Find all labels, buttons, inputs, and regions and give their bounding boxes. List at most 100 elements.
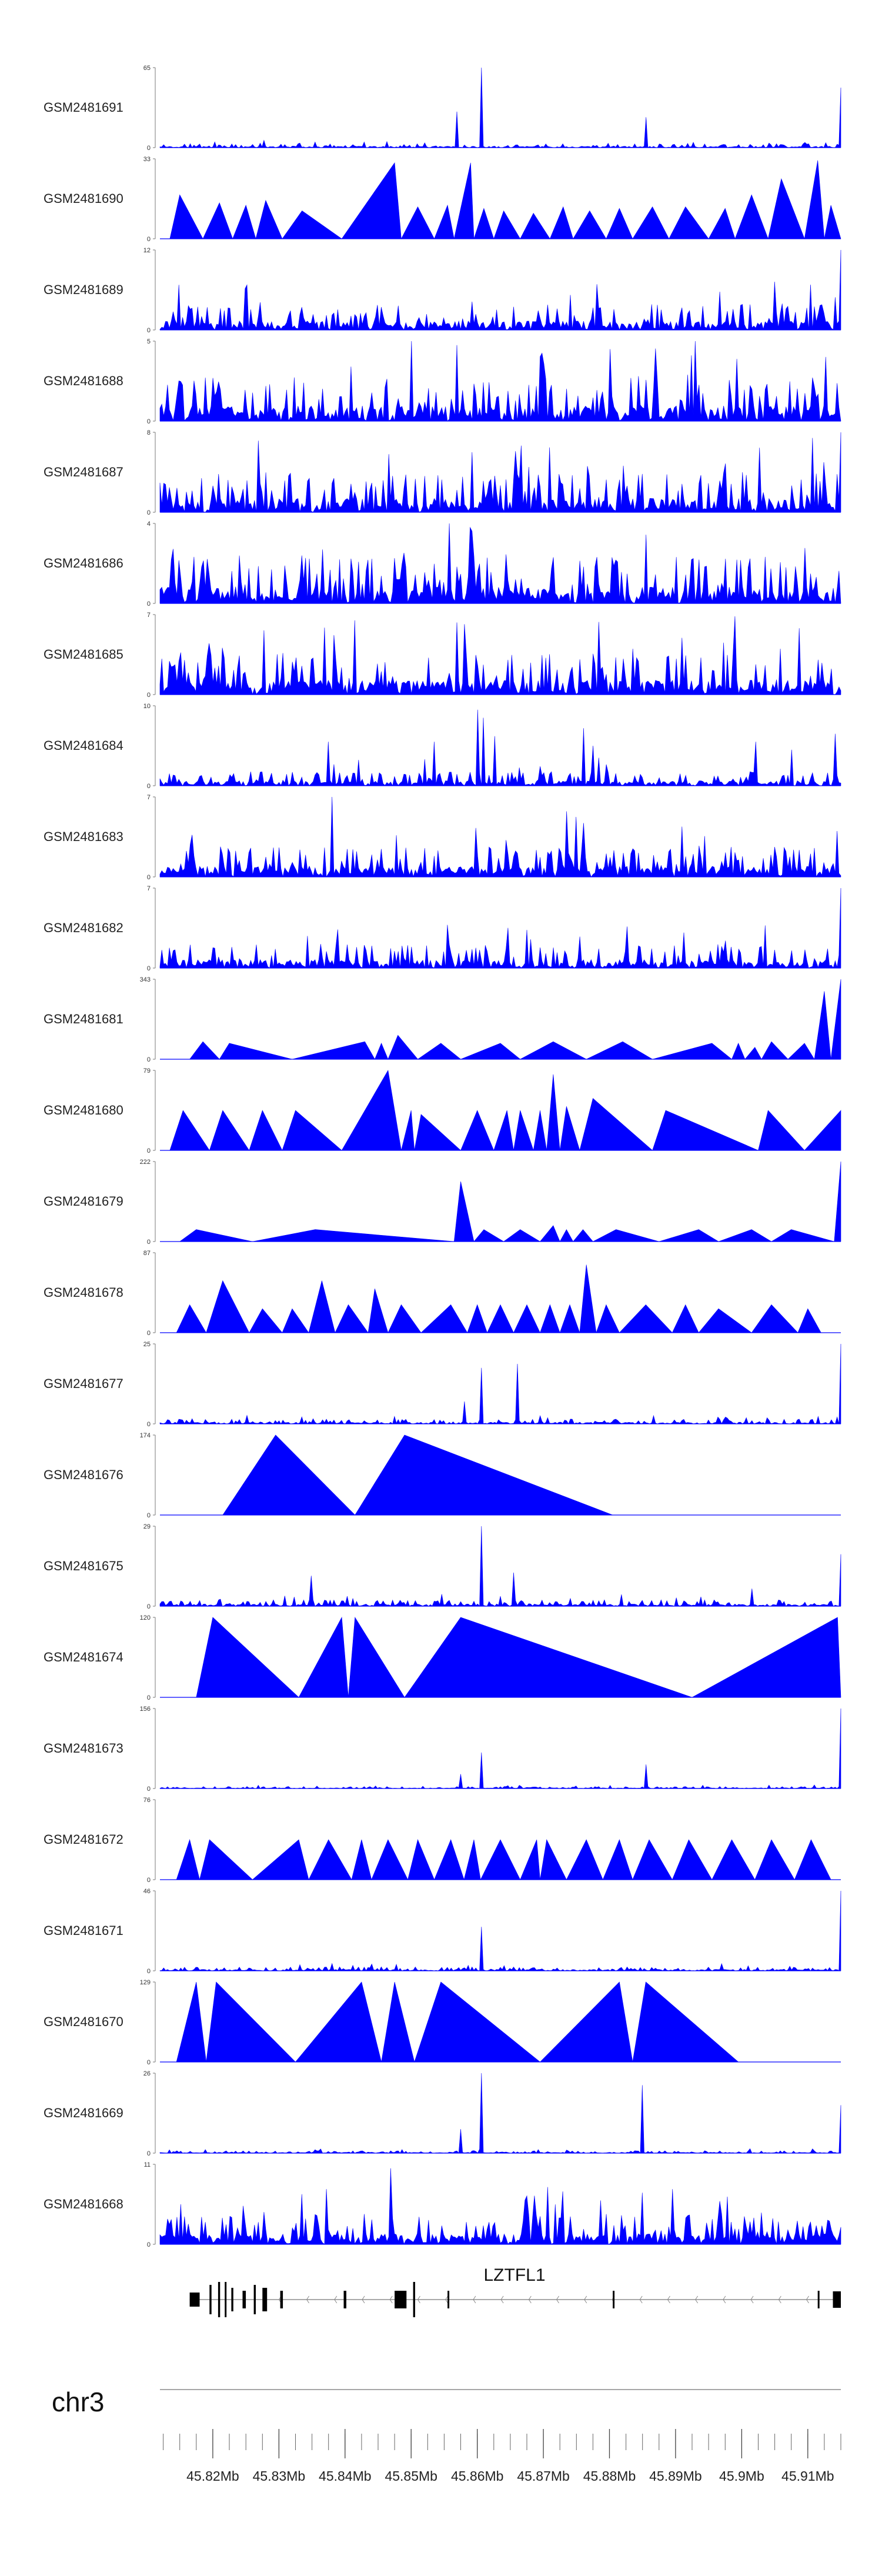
y-min-label: 0	[147, 1694, 151, 1701]
y-min-label: 0	[147, 1147, 151, 1154]
y-max-label: 12	[143, 247, 151, 254]
track-gsm2481686: GSM2481686 4 0	[44, 520, 841, 608]
y-max-label: 87	[143, 1250, 151, 1257]
y-min-label: 0	[147, 874, 151, 881]
exon-block	[447, 2291, 450, 2308]
track-name-label: GSM2481669	[44, 2105, 123, 2120]
strand-arrow	[584, 2295, 587, 2304]
track-gsm2481690: GSM2481690 33 0	[44, 156, 841, 243]
track-gsm2481687: GSM2481687 8 0	[44, 429, 841, 516]
coverage-area	[159, 249, 841, 331]
coverage-area	[159, 2168, 841, 2245]
axis-tick-label: 45.88Mb	[583, 2468, 636, 2484]
y-max-label: 5	[147, 338, 151, 345]
coverage-area	[176, 1264, 821, 1333]
exon-block	[225, 2282, 227, 2317]
strand-arrow	[417, 2295, 420, 2304]
y-min-label: 0	[147, 965, 151, 972]
coverage-area	[159, 796, 841, 877]
strand-arrow	[500, 2295, 504, 2304]
gene-model-track: LZTFL1	[189, 2265, 841, 2317]
track-name-label: GSM2481683	[44, 829, 123, 844]
coverage-area	[196, 1616, 841, 1698]
track-gsm2481671: GSM2481671 46 0	[44, 1888, 841, 1975]
y-min-label: 0	[147, 1786, 151, 1793]
gene-label: LZTFL1	[483, 2265, 545, 2285]
y-min-label: 0	[147, 418, 151, 425]
strand-arrow	[528, 2295, 532, 2304]
y-max-label: 7	[147, 794, 151, 801]
coverage-area	[176, 1838, 831, 1881]
strand-arrow	[473, 2295, 476, 2304]
track-gsm2481691: GSM2481691 65 0	[44, 65, 841, 152]
strand-arrow	[750, 2295, 754, 2304]
axis-tick-label: 45.84Mb	[319, 2468, 372, 2484]
coverage-area	[159, 887, 841, 969]
track-name-label: GSM2481668	[44, 2197, 123, 2211]
exon-block	[395, 2291, 407, 2308]
track-name-label: GSM2481689	[44, 282, 123, 297]
coverage-area	[189, 979, 841, 1060]
y-max-label: 156	[140, 1706, 151, 1713]
strand-arrow	[362, 2295, 365, 2304]
track-name-label: GSM2481671	[44, 1923, 123, 1938]
y-max-label: 174	[140, 1432, 151, 1439]
track-name-label: GSM2481681	[44, 1012, 123, 1026]
y-min-label: 0	[147, 1968, 151, 1975]
coverage-area	[169, 1070, 841, 1152]
exon-block	[613, 2291, 615, 2308]
track-gsm2481689: GSM2481689 12 0	[44, 247, 841, 334]
track-name-label: GSM2481670	[44, 2014, 123, 2029]
coverage-area	[159, 1343, 841, 1424]
track-name-label: GSM2481686	[44, 556, 123, 570]
track-gsm2481675: GSM2481675 29 0	[44, 1523, 841, 1610]
y-min-label: 0	[147, 1512, 151, 1519]
y-max-label: 120	[140, 1614, 151, 1621]
coverage-area	[159, 1526, 841, 1607]
exon-block	[231, 2288, 233, 2311]
track-gsm2481676: GSM2481676 174 0	[44, 1432, 841, 1519]
axis-tick-label: 45.9Mb	[719, 2468, 764, 2484]
track-gsm2481680: GSM2481680 79 0	[44, 1067, 841, 1154]
y-max-label: 33	[143, 156, 151, 163]
strand-arrow	[806, 2295, 809, 2304]
y-max-label: 7	[147, 612, 151, 619]
coverage-area	[222, 1434, 613, 1516]
track-gsm2481669: GSM2481669 26 0	[44, 2070, 841, 2157]
y-max-label: 10	[143, 703, 151, 710]
coverage-area	[159, 1890, 841, 1971]
track-gsm2481682: GSM2481682 7 0	[44, 885, 841, 972]
coverage-area	[179, 1161, 841, 1242]
strand-arrow	[445, 2295, 449, 2304]
track-gsm2481668: GSM2481668 11 0	[44, 2161, 841, 2248]
y-min-label: 0	[147, 2059, 151, 2066]
exon-block	[253, 2285, 256, 2314]
coverage-area	[159, 709, 841, 786]
coverage-area	[159, 1708, 841, 1789]
y-min-label: 0	[147, 2241, 151, 2248]
coverage-area	[176, 1981, 739, 2063]
y-min-label: 0	[147, 1330, 151, 1337]
axis-tick-label: 45.89Mb	[649, 2468, 702, 2484]
y-max-label: 343	[140, 976, 151, 983]
y-min-label: 0	[147, 2150, 151, 2157]
exon-block	[209, 2285, 212, 2314]
exon-block	[413, 2282, 415, 2317]
track-name-label: GSM2481678	[44, 1285, 123, 1300]
track-gsm2481684: GSM2481684 10 0	[44, 703, 841, 790]
y-min-label: 0	[147, 145, 151, 152]
coverage-area	[159, 616, 841, 695]
y-max-label: 29	[143, 1523, 151, 1530]
coverage-area	[159, 2073, 841, 2154]
exon-block	[242, 2291, 246, 2308]
track-gsm2481670: GSM2481670 129 0	[44, 1979, 841, 2066]
exon-block	[189, 2293, 200, 2307]
y-max-label: 4	[147, 520, 151, 528]
track-gsm2481678: GSM2481678 87 0	[44, 1250, 841, 1337]
coverage-area	[159, 523, 841, 604]
y-max-label: 26	[143, 2070, 151, 2077]
strand-arrow	[667, 2295, 670, 2304]
y-min-label: 0	[147, 1056, 151, 1063]
track-name-label: GSM2481688	[44, 373, 123, 388]
